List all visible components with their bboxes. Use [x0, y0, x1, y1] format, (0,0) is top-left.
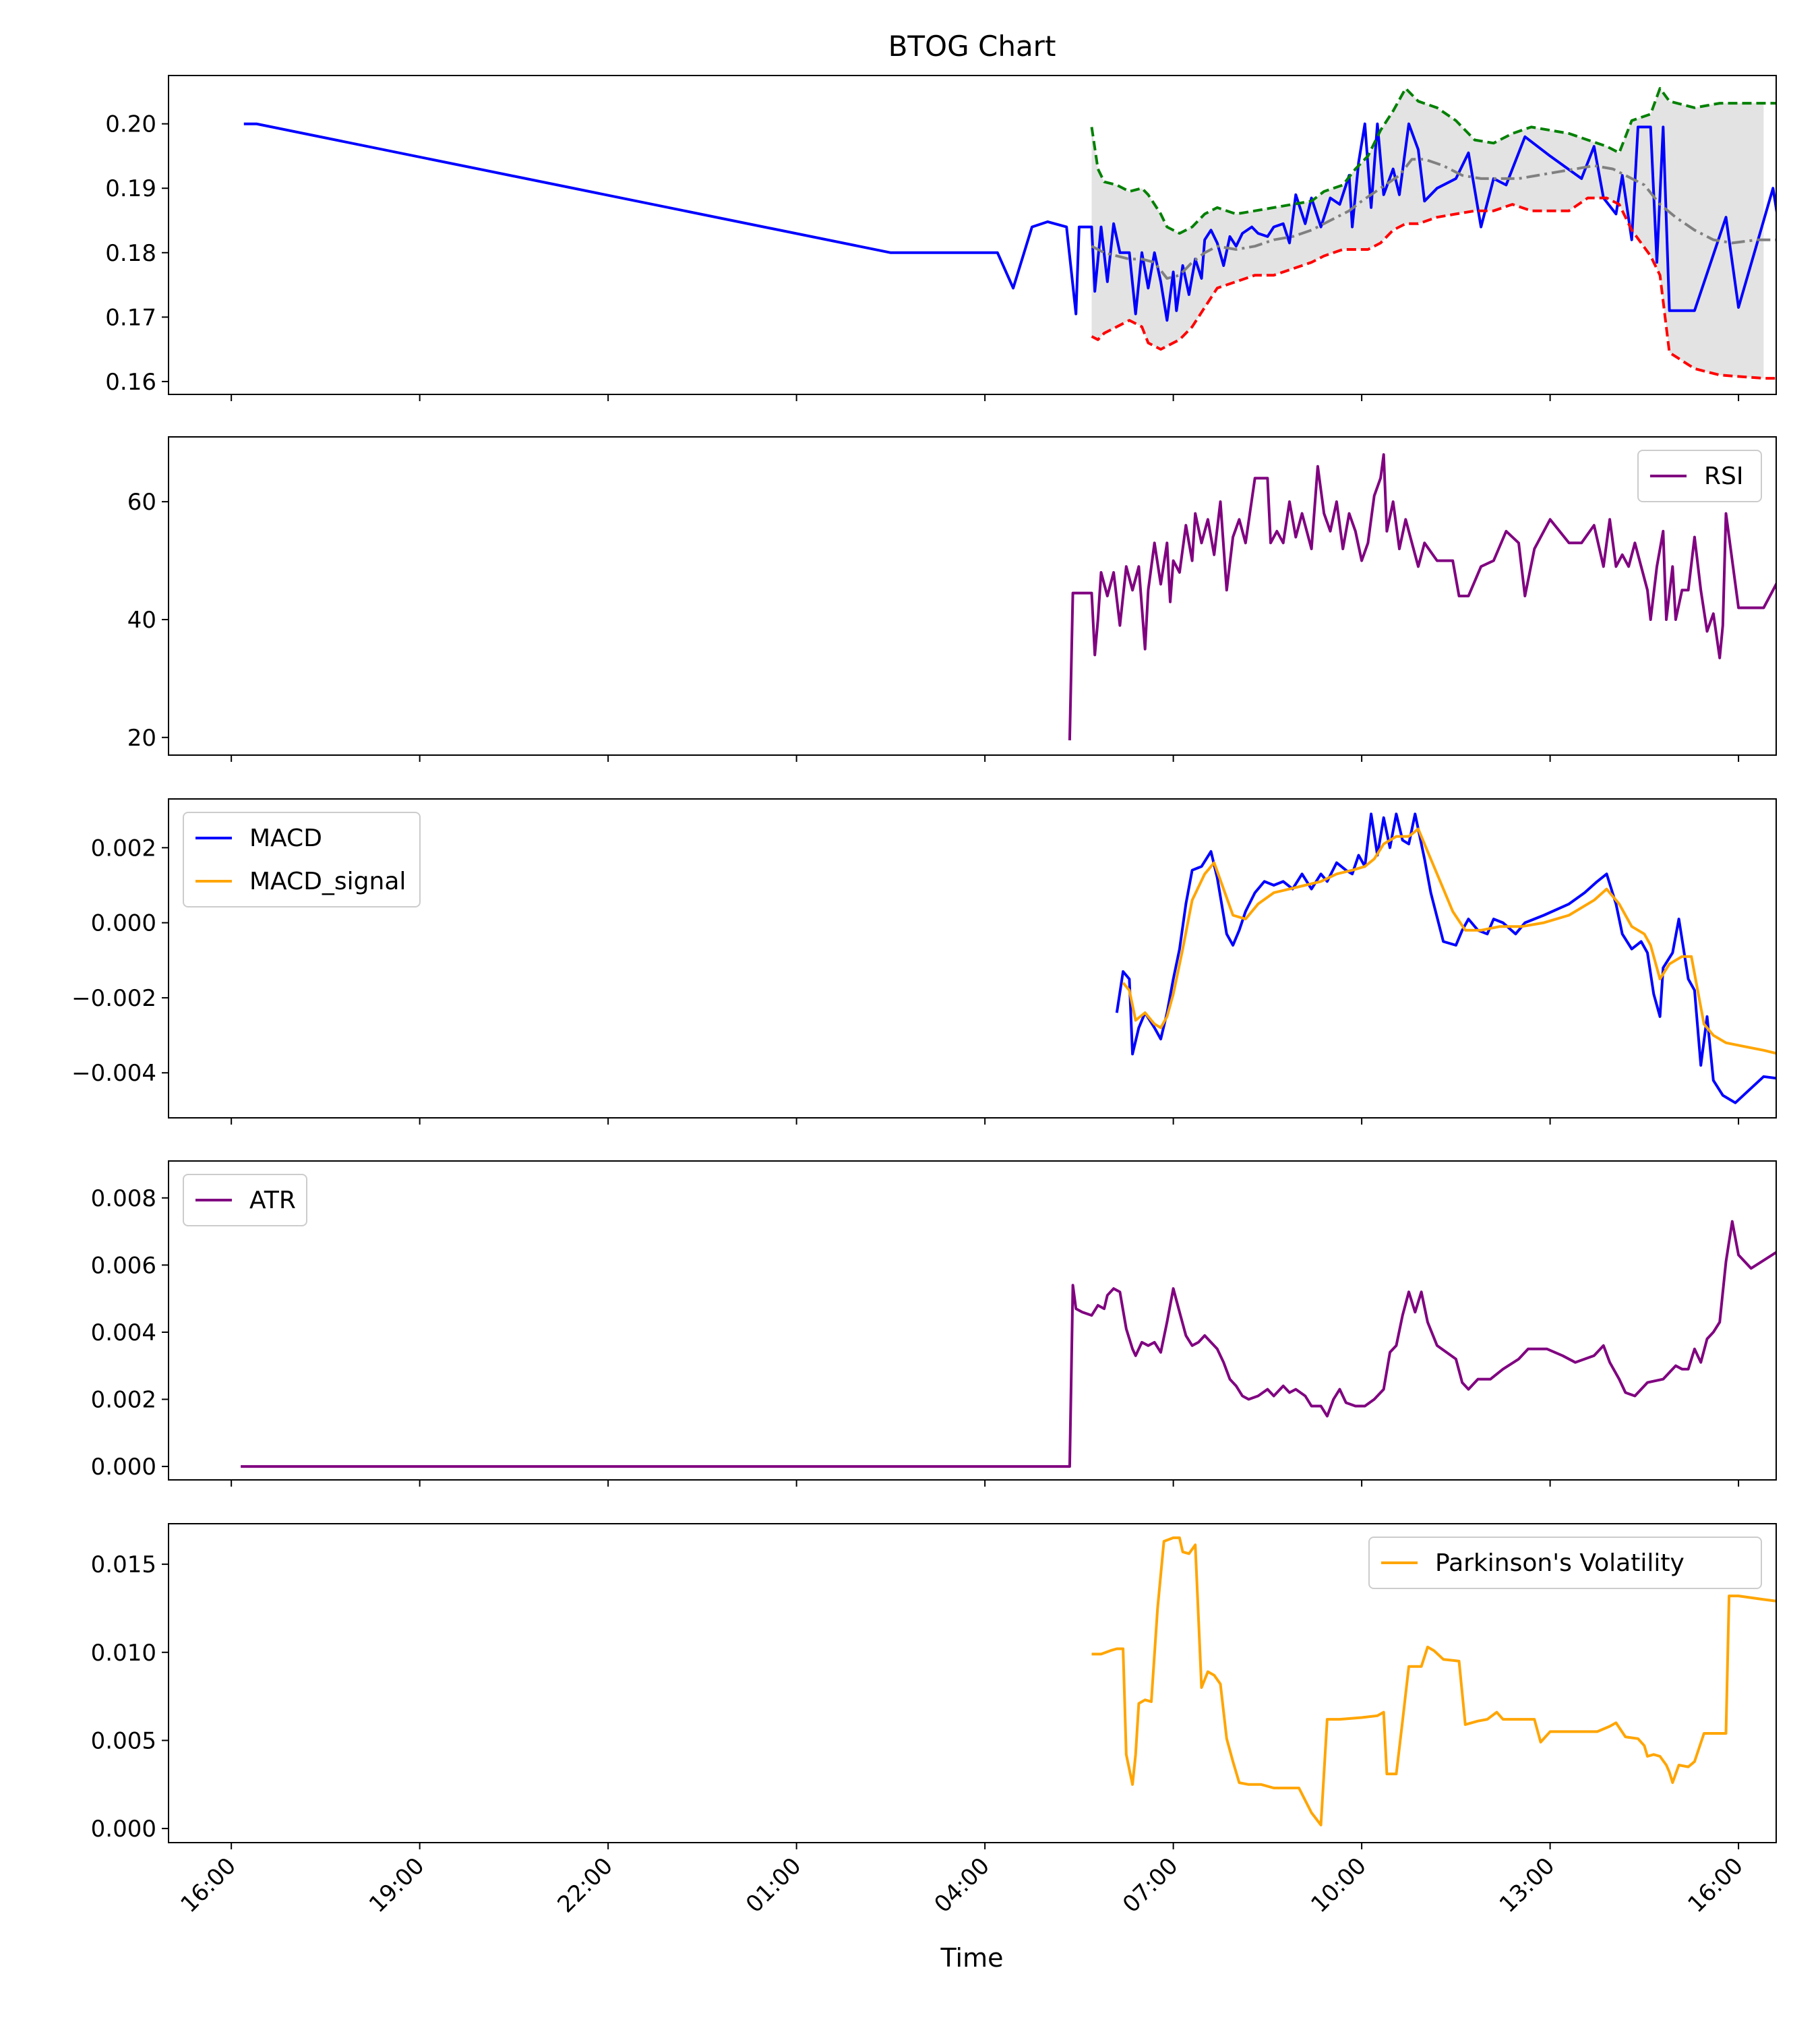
- plot-area-macd: [1117, 814, 1820, 1102]
- y-tick-label-price-3: 0.19: [105, 175, 156, 202]
- panel-frame-price: [169, 76, 1776, 394]
- y-tick-label-atr-0: 0.000: [91, 1454, 156, 1481]
- y-tick-label-macd-1: −0.002: [71, 985, 156, 1012]
- series-line-macd-0: [1117, 814, 1820, 1102]
- series-line-atr-0: [241, 1178, 1820, 1466]
- x-tick-label-7: 13:00: [1494, 1853, 1560, 1919]
- y-tick-label-atr-2: 0.004: [91, 1319, 156, 1346]
- panel-rsi: 20 40 60 RSI: [127, 437, 1820, 762]
- panel-macd: −0.004 −0.002 0.000 0.002 MACD MACD_signal: [71, 799, 1820, 1125]
- legend-macd: MACD MACD_signal: [183, 812, 420, 907]
- legend-label-macd-0: MACD: [249, 825, 322, 852]
- legend-label-rsi-0: RSI: [1704, 463, 1743, 490]
- legend-label-macd-1: MACD_signal: [249, 868, 406, 895]
- x-tick-label-6: 10:00: [1306, 1853, 1372, 1919]
- y-tick-label-parkinson-1: 0.005: [91, 1727, 156, 1754]
- y-tick-label-rsi-2: 60: [127, 489, 156, 516]
- y-tick-label-price-4: 0.20: [105, 111, 156, 138]
- x-tick-label-8: 16:00: [1682, 1853, 1749, 1919]
- plot-area-price: [244, 88, 1792, 378]
- y-tick-label-macd-3: 0.002: [91, 835, 156, 862]
- legend-atr: ATR: [183, 1174, 307, 1226]
- legend-label-parkinson-0: Parkinson's Volatility: [1435, 1549, 1685, 1577]
- x-tick-label-4: 04:00: [929, 1853, 995, 1919]
- chart-title: BTOG Chart: [888, 30, 1056, 63]
- x-tick-label-0: 16:00: [175, 1853, 241, 1919]
- y-tick-label-price-0: 0.16: [105, 369, 156, 396]
- y-tick-label-parkinson-0: 0.000: [91, 1816, 156, 1843]
- panel-parkinson: 0.000 0.005 0.010 0.015 Parkinson's Volatili…: [91, 1524, 1820, 1849]
- panel-frame-rsi: [169, 437, 1776, 755]
- panel-price: 0.16 0.17 0.18 0.19 0.20: [105, 76, 1792, 401]
- x-tick-label-5: 07:00: [1118, 1853, 1184, 1919]
- y-tick-label-macd-0: −0.004: [71, 1060, 156, 1087]
- x-tick-label-2: 22:00: [552, 1853, 618, 1919]
- y-tick-label-price-2: 0.18: [105, 240, 156, 267]
- y-tick-label-atr-3: 0.006: [91, 1252, 156, 1279]
- panels-layer: 0.160.170.180.190.20204060RSI−0.004−0.00…: [71, 76, 1820, 1918]
- y-tick-label-atr-1: 0.002: [91, 1387, 156, 1414]
- x-tick-label-3: 01:00: [741, 1853, 807, 1919]
- y-tick-label-parkinson-3: 0.015: [91, 1551, 156, 1578]
- x-tick-label-1: 19:00: [364, 1853, 430, 1919]
- legend-parkinson: Parkinson's Volatility: [1369, 1537, 1761, 1588]
- x-axis-label: Time: [940, 1943, 1004, 1973]
- y-tick-label-rsi-1: 40: [127, 607, 156, 634]
- y-tick-label-atr-4: 0.008: [91, 1185, 156, 1212]
- series-line-macd-1: [1123, 829, 1820, 1054]
- plot-area-atr: [241, 1178, 1820, 1466]
- y-tick-label-rsi-0: 20: [127, 725, 156, 752]
- y-tick-label-macd-2: 0.000: [91, 910, 156, 937]
- panel-frame-atr: [169, 1161, 1776, 1480]
- panel-atr: 0.000 0.002 0.004 0.006 0.008 ATR: [91, 1161, 1820, 1487]
- y-tick-label-price-1: 0.17: [105, 304, 156, 331]
- legend-label-atr-0: ATR: [249, 1187, 296, 1214]
- y-tick-label-parkinson-2: 0.010: [91, 1640, 156, 1667]
- legend-rsi: RSI: [1638, 450, 1761, 502]
